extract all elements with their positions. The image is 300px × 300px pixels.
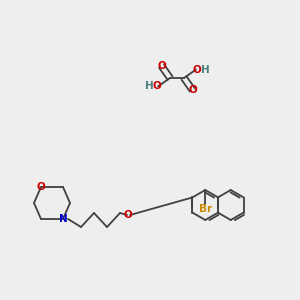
Text: O: O <box>124 210 132 220</box>
Text: Br: Br <box>199 204 212 214</box>
Text: O: O <box>193 64 201 75</box>
Text: O: O <box>157 61 166 71</box>
Text: H: H <box>200 64 209 75</box>
Text: O: O <box>188 85 197 95</box>
Text: H: H <box>145 81 154 92</box>
Text: O: O <box>153 81 161 92</box>
Text: O: O <box>37 182 45 192</box>
Text: N: N <box>58 214 68 224</box>
